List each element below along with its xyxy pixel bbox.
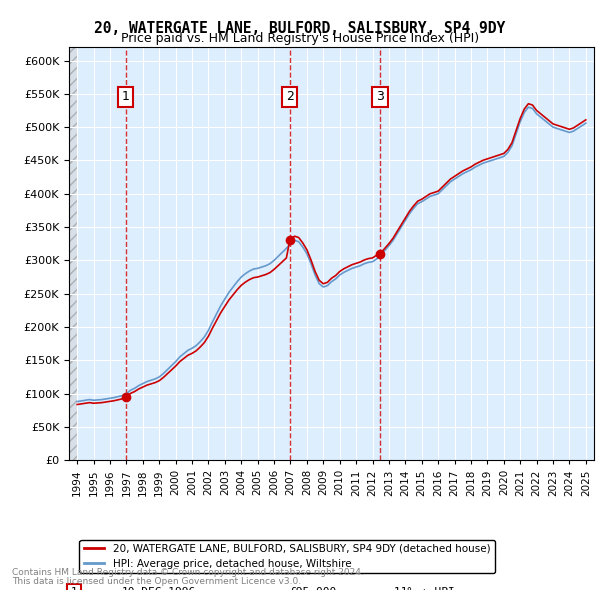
Text: Price paid vs. HM Land Registry's House Price Index (HPI): Price paid vs. HM Land Registry's House … xyxy=(121,32,479,45)
Legend: 20, WATERGATE LANE, BULFORD, SALISBURY, SP4 9DY (detached house), HPI: Average p: 20, WATERGATE LANE, BULFORD, SALISBURY, … xyxy=(79,540,494,573)
Text: 2: 2 xyxy=(286,90,294,103)
Text: 11% ↓ HPI: 11% ↓ HPI xyxy=(395,588,455,590)
Text: 1: 1 xyxy=(122,90,130,103)
Text: 20, WATERGATE LANE, BULFORD, SALISBURY, SP4 9DY: 20, WATERGATE LANE, BULFORD, SALISBURY, … xyxy=(94,21,506,35)
Text: Contains HM Land Registry data © Crown copyright and database right 2024.: Contains HM Land Registry data © Crown c… xyxy=(12,568,364,577)
Text: £95,000: £95,000 xyxy=(290,588,337,590)
Bar xyxy=(61,47,77,460)
Text: This data is licensed under the Open Government Licence v3.0.: This data is licensed under the Open Gov… xyxy=(12,577,301,586)
Text: 10-DEC-1996: 10-DEC-1996 xyxy=(121,588,196,590)
Text: 1: 1 xyxy=(71,588,78,590)
Text: 3: 3 xyxy=(376,90,384,103)
